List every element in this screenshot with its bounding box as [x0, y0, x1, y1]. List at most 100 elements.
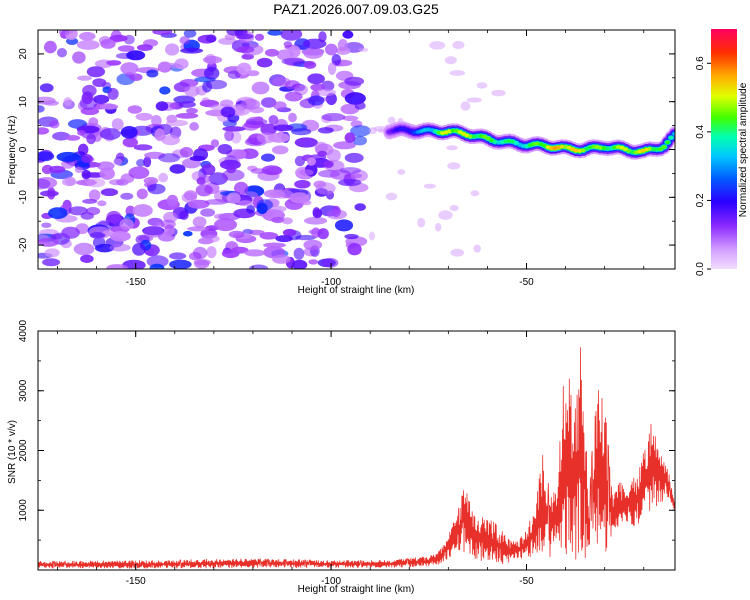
colorbar-tick-label: 0.4	[695, 124, 706, 138]
noise-blob	[284, 80, 301, 90]
signal-cell	[461, 132, 466, 136]
spectrogram-ytick-label: 10	[18, 96, 29, 108]
noise-blob	[342, 30, 354, 39]
noise-blob	[317, 150, 328, 157]
signal-cell	[584, 147, 590, 151]
noise-blob	[303, 60, 317, 69]
noise-blob	[334, 219, 354, 232]
noise-blob	[344, 233, 359, 240]
signal-cell	[580, 148, 586, 153]
signal-cell	[468, 134, 473, 139]
noise-blob	[38, 237, 59, 247]
noise-blob	[95, 243, 115, 253]
noise-blob	[273, 124, 294, 132]
noise-blob	[340, 103, 360, 115]
noise-blob	[344, 152, 364, 163]
spectrogram-ytick-label: -10	[18, 190, 29, 205]
noise-blob	[256, 199, 273, 211]
noise-blob	[200, 208, 216, 217]
noise-blob	[146, 255, 169, 268]
noise-blob	[183, 30, 197, 38]
noise-blob	[326, 149, 341, 162]
noise-blob	[151, 115, 162, 127]
spectrogram-ytick-label: 0	[18, 146, 29, 152]
signal-cell	[411, 130, 417, 135]
noise-blob	[143, 177, 159, 185]
noise-blob	[312, 207, 321, 218]
noise-blob	[466, 97, 482, 103]
noise-blob	[41, 164, 54, 175]
snr-xtick-label: -150	[126, 576, 146, 587]
noise-blob	[338, 178, 362, 187]
noise-blob	[107, 87, 119, 100]
noise-blob	[271, 216, 285, 224]
noise-blob	[291, 259, 308, 269]
signal-cell	[637, 149, 642, 154]
spectrogram-xlabel: Height of straight line (km)	[298, 285, 415, 296]
noise-blob	[217, 144, 233, 155]
signal-cell	[489, 138, 495, 143]
colorbar: 0.0 0.2 0.4 0.6 Normalized spectral amplitu…	[695, 29, 749, 276]
noise-blob	[126, 50, 146, 61]
snr-xtick-label: -50	[519, 576, 534, 587]
signal-cell	[542, 143, 547, 148]
noise-blob	[352, 135, 367, 146]
noise-blob	[82, 198, 98, 204]
noise-blob	[122, 259, 146, 269]
noise-blob	[39, 83, 54, 93]
noise-blob	[473, 244, 482, 253]
noise-blob	[128, 166, 150, 179]
signal-cell	[672, 132, 675, 136]
colorbar-label: Normalized spectral amplitude	[738, 82, 749, 217]
noise-blob	[327, 62, 337, 75]
noise-blob	[450, 248, 465, 257]
noise-blob	[38, 178, 51, 190]
noise-blob	[447, 162, 461, 170]
noise-blob	[323, 160, 334, 168]
noise-blob	[303, 239, 323, 251]
noise-blob	[282, 228, 297, 237]
noise-blob	[113, 158, 123, 166]
snr-ytick-label: 4000	[18, 319, 29, 342]
noise-blob	[281, 217, 293, 225]
noise-blob	[254, 33, 265, 41]
noise-blob	[251, 81, 270, 95]
noise-blob	[333, 141, 356, 150]
noise-blob	[294, 179, 311, 189]
noise-blob	[204, 199, 229, 205]
noise-blob	[244, 249, 266, 257]
noise-blob	[48, 207, 68, 220]
noise-blob	[294, 137, 318, 148]
noise-blob	[261, 153, 275, 162]
noise-blob	[135, 112, 153, 121]
noise-blob	[38, 105, 45, 113]
noise-blob	[271, 145, 289, 155]
noise-blob	[89, 232, 106, 239]
spectrogram-xtick-label: -50	[519, 277, 534, 288]
noise-blob	[38, 127, 50, 135]
noise-blob	[222, 126, 246, 132]
noise-blob	[68, 206, 88, 216]
snr-series-line	[38, 347, 675, 569]
noise-blob	[302, 38, 327, 49]
noise-blob	[52, 131, 71, 141]
noise-blob	[449, 205, 459, 212]
noise-blob	[117, 45, 135, 52]
noise-blob	[449, 70, 466, 76]
signal-cell	[661, 145, 667, 149]
noise-blob	[417, 217, 426, 228]
signal-cell	[566, 145, 572, 150]
noise-blob	[88, 189, 101, 201]
noise-blob	[106, 60, 122, 66]
noise-blob	[93, 94, 110, 104]
signal-cell	[503, 139, 509, 144]
noise-blob	[385, 192, 398, 201]
noise-blob	[86, 178, 106, 188]
noise-blob	[275, 235, 293, 243]
signal-cell	[598, 146, 604, 150]
signal-trace	[383, 121, 675, 160]
noise-blob	[146, 69, 159, 78]
noise-blob	[368, 231, 375, 241]
noise-blob	[307, 157, 316, 166]
noise-blob	[58, 30, 70, 36]
